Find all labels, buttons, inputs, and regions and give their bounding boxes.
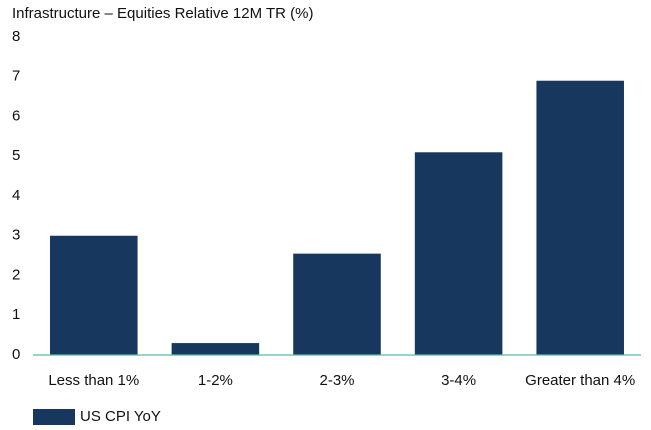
bar bbox=[536, 80, 624, 355]
legend-swatch bbox=[33, 409, 75, 425]
y-tick-label: 5 bbox=[12, 147, 20, 164]
x-tick-label: Greater than 4% bbox=[525, 372, 635, 389]
bar bbox=[414, 152, 503, 355]
x-tick-label: 1-2% bbox=[198, 372, 233, 389]
bar bbox=[50, 235, 138, 355]
y-tick-label: 4 bbox=[12, 187, 20, 204]
x-tick-label: 3-4% bbox=[441, 372, 476, 389]
bar bbox=[293, 253, 381, 355]
y-tick-label: 6 bbox=[12, 107, 20, 124]
chart-title: Infrastructure – Equities Relative 12M T… bbox=[12, 5, 314, 22]
y-tick-label: 3 bbox=[12, 227, 20, 244]
y-tick-label: 1 bbox=[12, 306, 20, 323]
legend-label: US CPI YoY bbox=[80, 408, 161, 425]
y-tick-label: 0 bbox=[12, 346, 20, 363]
y-tick-label: 2 bbox=[12, 266, 20, 283]
y-tick-label: 7 bbox=[12, 68, 20, 85]
bar bbox=[171, 343, 260, 355]
x-tick-label: 2-3% bbox=[319, 372, 354, 389]
x-tick-label: Less than 1% bbox=[48, 372, 139, 389]
y-tick-label: 8 bbox=[12, 28, 20, 45]
